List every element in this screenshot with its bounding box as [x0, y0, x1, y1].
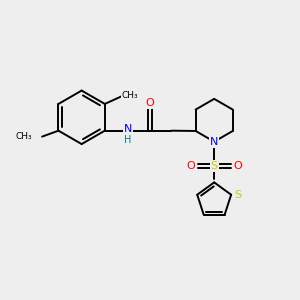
Text: O: O	[146, 98, 154, 108]
Text: S: S	[211, 161, 218, 171]
Text: N: N	[210, 137, 218, 147]
Text: O: O	[234, 161, 242, 171]
Text: CH₃: CH₃	[122, 91, 138, 100]
Text: O: O	[186, 161, 195, 171]
Text: S: S	[234, 190, 241, 200]
Text: H: H	[124, 135, 132, 145]
Text: N: N	[124, 124, 132, 134]
Text: CH₃: CH₃	[16, 132, 33, 141]
